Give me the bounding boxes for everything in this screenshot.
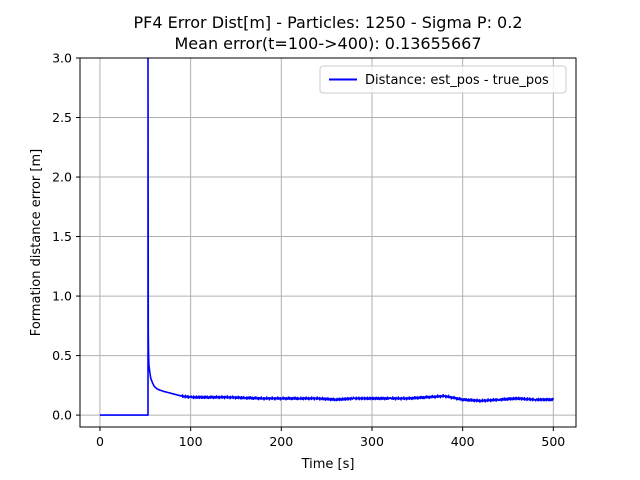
axes-frame bbox=[79, 57, 577, 428]
grid-lines bbox=[80, 57, 576, 427]
y-axis-label: Formation distance error [m] bbox=[29, 149, 44, 336]
x-tick-label: 300 bbox=[360, 434, 384, 449]
y-tick-label: 3.0 bbox=[52, 51, 72, 66]
y-tick-label: 1.5 bbox=[52, 229, 72, 244]
x-tick-label: 0 bbox=[96, 434, 104, 449]
legend-entry: Distance: est_pos - true_pos bbox=[365, 73, 549, 88]
x-tick-label: 200 bbox=[269, 434, 293, 449]
x-tick-label: 400 bbox=[451, 434, 475, 449]
y-tick-label: 2.0 bbox=[52, 170, 72, 185]
legend: Distance: est_pos - true_pos bbox=[319, 65, 567, 94]
series-line bbox=[99, 57, 555, 416]
y-tick-label: 2.5 bbox=[52, 110, 72, 125]
x-axis-label: Time [s] bbox=[301, 457, 355, 472]
legend-box bbox=[319, 65, 567, 94]
chart-title: PF4 Error Dist[m] - Particles: 1250 - Si… bbox=[134, 13, 523, 32]
x-tick-label: 500 bbox=[541, 434, 565, 449]
y-tick-label: 0.0 bbox=[52, 408, 72, 423]
plot-area bbox=[99, 57, 555, 416]
chart-subtitle: Mean error(t=100->400): 0.13655667 bbox=[174, 34, 481, 53]
x-tick-label: 100 bbox=[179, 434, 203, 449]
axis-ticks: 0 100 200 300 400 500 0.0 0.5 1.0 1.5 2.0 2.5 3.0 bbox=[52, 51, 565, 450]
y-tick-label: 0.5 bbox=[52, 348, 72, 363]
y-tick-label: 1.0 bbox=[52, 289, 72, 304]
